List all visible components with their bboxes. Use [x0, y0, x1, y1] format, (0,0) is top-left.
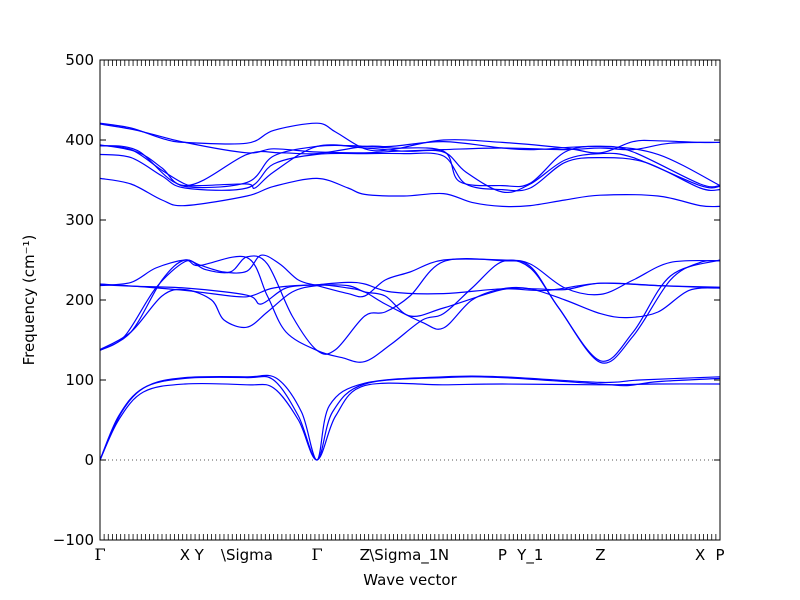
band-line-15 [99, 123, 721, 154]
band-line-1 [99, 375, 721, 461]
x-tick-label: Z [360, 546, 370, 564]
y-axis-label: Frequency (cm⁻¹) [20, 235, 38, 366]
x-axis: Γ X Y \Sigma Γ Z \Sigma_1 N P Y_1 Z X P [94, 60, 725, 565]
y-tick-label: 200 [65, 291, 94, 309]
y-tick-label: 400 [65, 131, 94, 149]
x-tick-label: X [695, 546, 705, 564]
x-tick-label: Y_1 [516, 546, 543, 565]
band-line-3 [99, 374, 721, 461]
plot-frame [99, 59, 721, 541]
band-line-16 [99, 140, 721, 187]
x-tick-label: Y [194, 546, 205, 564]
y-tick-label: 300 [65, 211, 94, 229]
x-tick-label: Γ [311, 545, 322, 564]
x-tick-label: \Sigma_1 [369, 546, 438, 565]
y-tick-label: 100 [65, 371, 94, 389]
x-tick-label: Z [595, 546, 605, 564]
band-line-9 [99, 282, 721, 351]
axes-frame [99, 59, 721, 541]
y-tick-label: −100 [53, 531, 94, 549]
series-group [99, 122, 721, 461]
x-axis-label: Wave vector [363, 571, 457, 589]
x-tick-label: P [498, 546, 507, 564]
x-tick-label: Γ [94, 545, 105, 564]
y-tick-label: 500 [65, 51, 94, 69]
band-line-8 [99, 281, 721, 305]
plot-area [100, 60, 720, 540]
band-line-10 [99, 177, 721, 208]
band-line-11 [99, 152, 721, 192]
x-tick-label: P [715, 546, 724, 564]
band-line-7 [99, 283, 721, 330]
x-tick-label: X [180, 546, 190, 564]
band-line-4 [99, 255, 721, 364]
band-line-6 [99, 254, 721, 298]
plot-background [100, 60, 720, 540]
y-axis: −100 0 100 200 300 400 500 [53, 51, 720, 549]
y-tick-label: 0 [84, 451, 94, 469]
x-tick-label: \Sigma [221, 546, 273, 564]
x-tick-label: N [438, 546, 449, 564]
